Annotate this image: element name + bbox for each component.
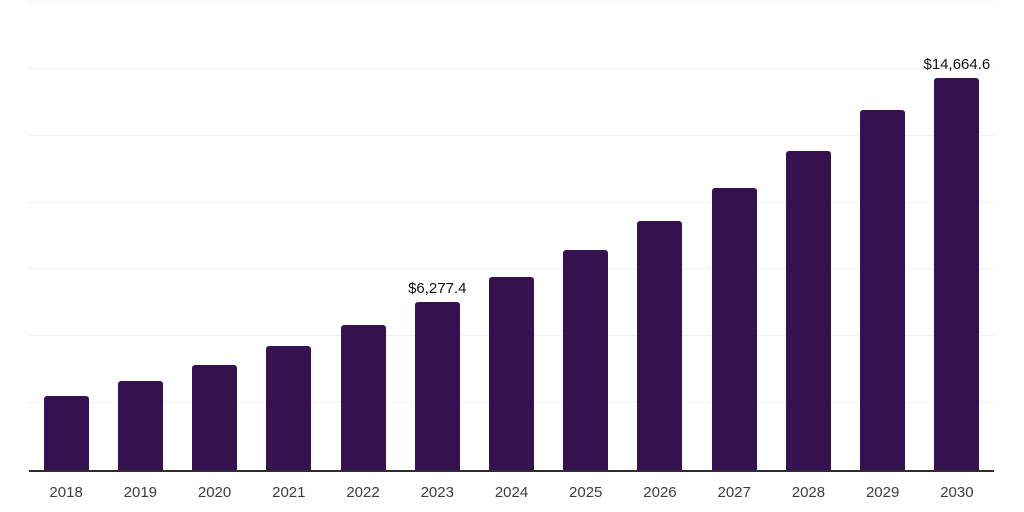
x-tick-label-2027: 2027 (717, 484, 751, 501)
bar-2030 (934, 77, 980, 470)
x-tick-label-2026: 2026 (643, 484, 677, 501)
bar-2024 (489, 277, 534, 470)
x-tick-label-2020: 2020 (197, 484, 232, 501)
bar-2027 (711, 188, 757, 470)
bar-2023 (414, 302, 460, 470)
x-tick-label-2024: 2024 (494, 484, 529, 501)
gridline (29, 201, 994, 203)
x-tick-label-2028: 2028 (791, 484, 826, 501)
bar-2020 (192, 365, 238, 470)
bar-2026 (637, 220, 683, 470)
bar-2029 (860, 109, 906, 470)
gridline (29, 1, 994, 2)
bar-data-label-2023: $6,277.4 (408, 280, 467, 298)
bar-2025 (563, 250, 609, 470)
x-tick-label-2018: 2018 (49, 484, 83, 501)
bar-2028 (785, 151, 831, 470)
x-tick-label-2023: 2023 (420, 484, 454, 501)
bar-2019 (117, 381, 163, 470)
gridline (29, 134, 994, 136)
x-axis: 2018 2019 2020 2021 2022 2023 2024 2025 2026 2027… (29, 484, 994, 504)
gridline (29, 268, 994, 270)
gridline (29, 67, 994, 69)
bar-2018 (43, 395, 89, 470)
plot-area: $6,277.4 $14,664.6 (29, 1, 994, 472)
bar-2022 (340, 325, 386, 470)
x-tick-label-2019: 2019 (123, 484, 158, 501)
bar-data-label-2030: $14,664.6 (923, 55, 991, 73)
x-tick-label-2022: 2022 (346, 484, 380, 501)
x-tick-label-2025: 2025 (569, 484, 603, 501)
x-tick-label-2029: 2029 (865, 484, 900, 501)
x-tick-label-2021: 2021 (272, 484, 306, 501)
x-tick-label-2030: 2030 (940, 484, 974, 501)
bar-2021 (266, 345, 312, 470)
